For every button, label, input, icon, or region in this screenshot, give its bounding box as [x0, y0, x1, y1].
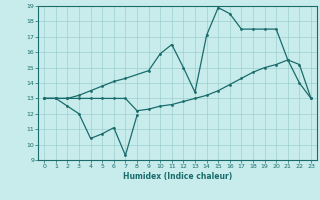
- X-axis label: Humidex (Indice chaleur): Humidex (Indice chaleur): [123, 172, 232, 181]
